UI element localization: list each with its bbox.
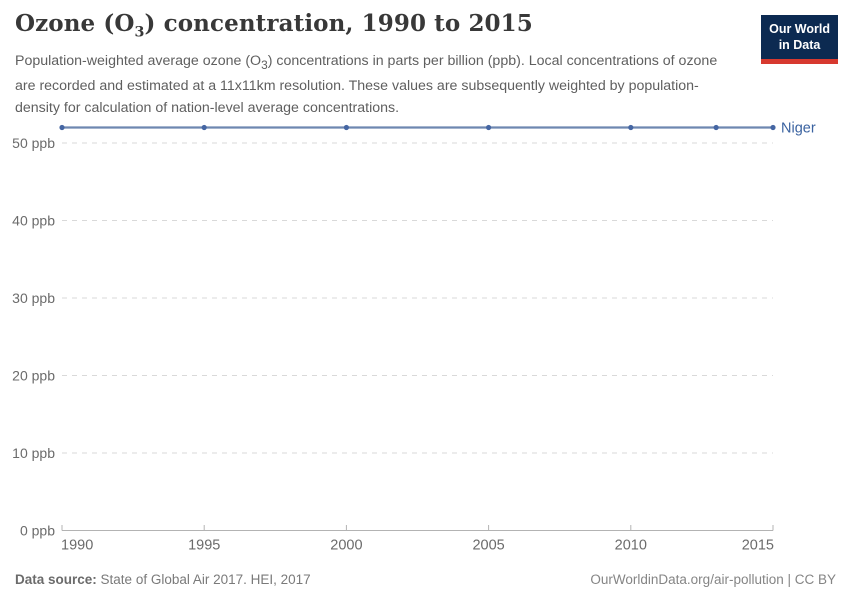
x-axis-tick-label: 2010 bbox=[615, 538, 647, 554]
data-source-text: State of Global Air 2017. HEI, 2017 bbox=[100, 572, 311, 587]
subtitle-text: Population-weighted average ozone (O bbox=[15, 53, 262, 69]
x-axis-tick-label: 1990 bbox=[61, 538, 93, 554]
chart-footer: Data source: State of Global Air 2017. H… bbox=[15, 572, 836, 587]
data-point-niger-2000[interactable] bbox=[343, 124, 349, 131]
subtitle-subscript: 3 bbox=[261, 57, 268, 72]
y-axis-tick-label: 10 ppb bbox=[12, 445, 55, 461]
y-axis-tick-label: 40 ppb bbox=[12, 213, 55, 229]
x-axis-tick-label: 2015 bbox=[742, 538, 774, 554]
series-label-niger[interactable]: Niger bbox=[781, 121, 816, 137]
chart-subtitle: Population-weighted average ozone (O3) c… bbox=[15, 51, 727, 119]
logo-line-2: in Data bbox=[778, 38, 821, 53]
y-axis-tick-label: 50 ppb bbox=[12, 135, 55, 151]
x-axis-tick-label: 2005 bbox=[472, 538, 504, 554]
data-point-niger-1990[interactable] bbox=[59, 124, 65, 131]
credit-link[interactable]: OurWorldinData.org/air-pollution | CC BY bbox=[590, 572, 836, 587]
data-point-niger-2015[interactable] bbox=[770, 124, 776, 131]
title-subscript: 3 bbox=[134, 24, 145, 41]
title-text: Ozone (O bbox=[15, 10, 135, 37]
data-source-label: Data source: bbox=[15, 572, 97, 587]
y-axis-tick-label: 0 ppb bbox=[20, 523, 55, 539]
data-point-niger-2005[interactable] bbox=[486, 124, 492, 131]
data-point-niger-2010[interactable] bbox=[628, 124, 634, 131]
title-text-cont: ) concentration, 1990 to 2015 bbox=[144, 10, 533, 37]
data-point-niger-2013[interactable] bbox=[713, 124, 719, 131]
subtitle-text-cont: ) concentrations in parts per billion (p… bbox=[15, 53, 718, 116]
page-title: Ozone (O3) concentration, 1990 to 2015 bbox=[15, 10, 533, 41]
y-axis-tick-label: 20 ppb bbox=[12, 368, 55, 384]
data-point-niger-1995[interactable] bbox=[201, 124, 207, 131]
x-axis-tick-label: 2000 bbox=[330, 538, 362, 554]
x-axis-tick-label: 1995 bbox=[188, 538, 220, 554]
logo-line-1: Our World bbox=[769, 22, 830, 36]
data-source: Data source: State of Global Air 2017. H… bbox=[15, 572, 311, 587]
y-axis-tick-label: 30 ppb bbox=[12, 290, 55, 306]
owid-logo[interactable]: Our World in Data bbox=[761, 15, 838, 64]
